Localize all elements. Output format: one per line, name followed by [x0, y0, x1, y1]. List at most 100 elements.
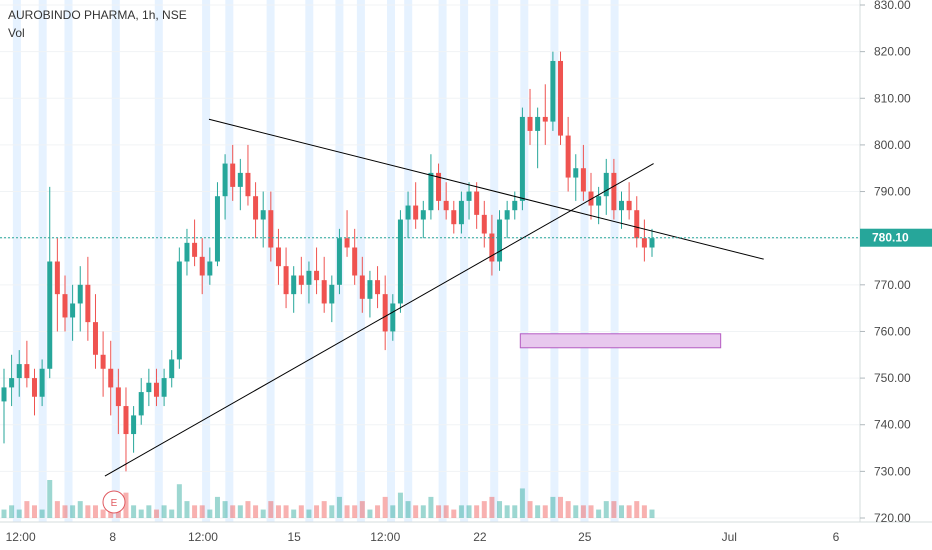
candle-body [413, 205, 419, 220]
volume-bar [382, 496, 388, 518]
volume-bar [329, 505, 335, 518]
candle-body [359, 275, 365, 299]
candle-body [580, 168, 586, 192]
candle-body [649, 238, 655, 248]
volume-bar [405, 501, 411, 518]
x-tick-label: 25 [578, 530, 592, 544]
volume-bar [397, 492, 403, 518]
candle-body [619, 200, 625, 211]
volume-bar [321, 501, 327, 518]
volume-bar [31, 505, 37, 518]
volume-bar [268, 501, 274, 518]
volume-bar [291, 509, 297, 518]
last-price-label: 780.10 [872, 231, 909, 245]
session-band [356, 0, 365, 522]
candle-body [70, 303, 76, 318]
volume-bar [527, 501, 533, 518]
volume-bar [352, 505, 358, 518]
candle-body [39, 368, 45, 397]
candle-body [47, 261, 53, 369]
candle-body [291, 275, 297, 295]
candle-body [565, 135, 571, 178]
trendline [208, 118, 764, 260]
x-tick-label: 12:00 [188, 530, 218, 544]
candle-body [100, 354, 106, 369]
candle-body [31, 378, 37, 397]
volume-bar [176, 484, 182, 518]
candle-body [329, 284, 335, 304]
volume-bar [512, 505, 518, 518]
volume-bar [489, 496, 495, 518]
candle-body [420, 210, 426, 220]
session-band [520, 0, 529, 522]
volume-bar [169, 509, 175, 518]
session-band [64, 0, 73, 522]
candle-body [367, 280, 373, 299]
candle-body [54, 261, 60, 295]
candle-body [634, 210, 640, 239]
volume-bar [314, 505, 320, 518]
time-axis[interactable]: 12:00 8 12:00 15 12:00 22 25 Jul 6 [6, 530, 840, 544]
session-band [460, 0, 469, 522]
candle-body [352, 247, 358, 276]
session-band [404, 0, 413, 522]
candle-body [16, 364, 22, 379]
candle-body [207, 261, 213, 276]
x-tick-label: Jul [722, 530, 737, 544]
session-band [387, 0, 395, 522]
volume-bar [344, 505, 350, 518]
volume-bar [565, 501, 571, 518]
volume-bar [474, 505, 480, 518]
volume-indicator-label: Vol [8, 26, 25, 40]
earnings-event-badge[interactable]: E [102, 490, 126, 514]
volume-bar [62, 505, 68, 518]
volume-bar [24, 501, 30, 518]
volume-bar [634, 501, 640, 518]
volume-bar [92, 505, 98, 518]
candle-body [298, 275, 304, 285]
volume-bar [420, 505, 426, 518]
volume-bar [603, 501, 609, 518]
candle-body [214, 196, 220, 262]
session-band [38, 0, 47, 522]
candle-body [603, 172, 609, 197]
volume-bar [413, 505, 419, 518]
volume-bar [611, 501, 617, 518]
volume-bar [253, 505, 259, 518]
candle-body [9, 378, 15, 388]
volume-bar [70, 505, 76, 518]
session-band [550, 0, 559, 522]
volume-bar [1, 509, 7, 518]
candle-body [428, 172, 434, 211]
candle-body [550, 60, 556, 122]
candle-body [596, 196, 602, 206]
candle-body [519, 116, 525, 201]
volume-bar [237, 505, 243, 518]
candle-body [611, 172, 617, 211]
volume-bar [649, 509, 655, 518]
volume-bar [230, 505, 236, 518]
candle-body [474, 191, 480, 215]
candle-body [626, 200, 632, 211]
volume-bar [428, 496, 434, 518]
volume-bar [192, 505, 198, 518]
session-band [202, 0, 211, 522]
volume-bar [436, 505, 442, 518]
candle-body [253, 196, 259, 220]
volume-bar [199, 505, 205, 518]
x-tick-label: 12:00 [6, 530, 36, 544]
drawings-layer[interactable] [104, 118, 764, 477]
candle-body [62, 294, 68, 318]
volume-bar [207, 509, 213, 518]
candle-body [146, 382, 152, 393]
volume-bar [214, 496, 220, 518]
volume-bar [443, 505, 449, 518]
y-tick-label: 740.00 [874, 418, 911, 432]
volume-bar [466, 505, 472, 518]
candle-body [24, 364, 30, 379]
x-tick-label: 22 [473, 530, 487, 544]
y-tick-label: 720.00 [874, 511, 911, 525]
volume-bar [184, 501, 190, 518]
session-band [438, 0, 447, 522]
